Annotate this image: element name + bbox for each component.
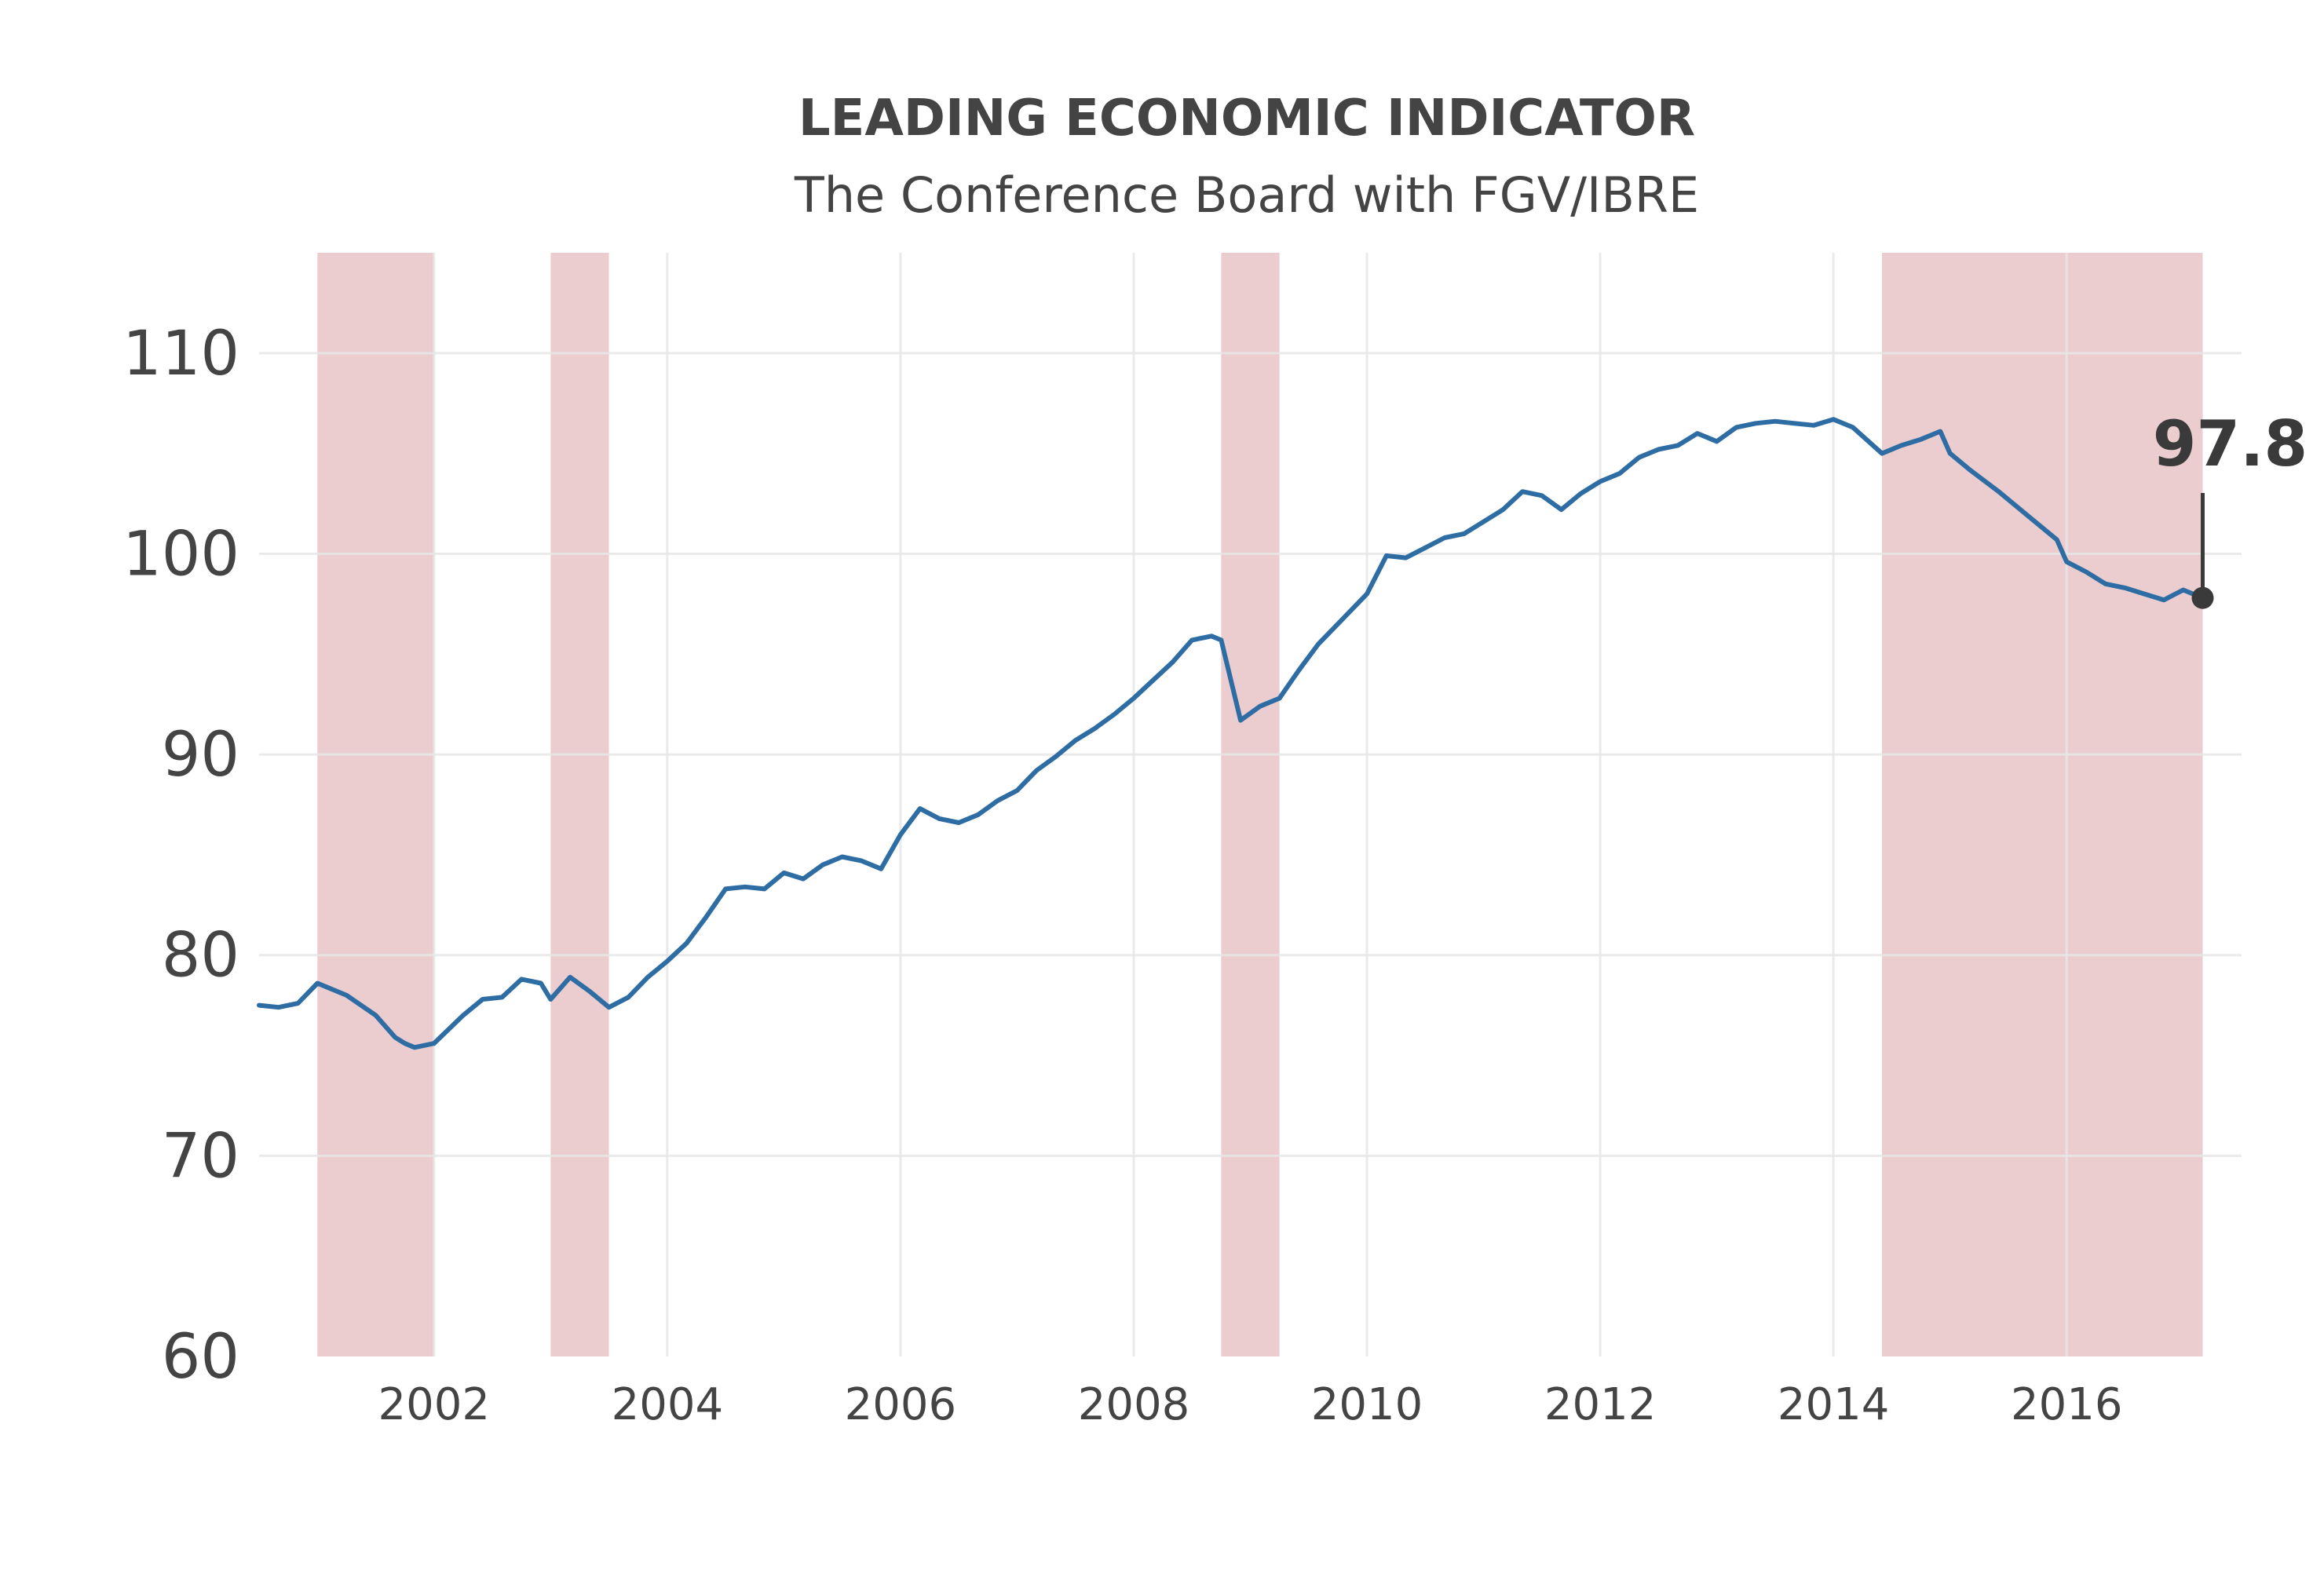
x-axis: 2002 2004 2006 2008 2010 2012 2014 2016	[378, 1379, 2123, 1430]
x-tick-label: 2004	[612, 1379, 724, 1430]
recession-band	[317, 253, 434, 1356]
y-tick-label: 100	[122, 519, 239, 590]
x-tick-label: 2010	[1311, 1379, 1423, 1430]
annotation-marker	[2191, 586, 2214, 609]
x-tick-label: 2014	[1778, 1379, 1890, 1430]
recession-bands	[317, 253, 2203, 1356]
gridlines	[259, 253, 2242, 1356]
x-tick-label: 2016	[2011, 1379, 2123, 1430]
annotation: 97.8	[2153, 407, 2308, 609]
y-tick-label: 110	[122, 319, 239, 389]
series-line	[257, 417, 2205, 1050]
chart-title: LEADING ECONOMIC INDICATOR	[798, 89, 1695, 148]
y-axis: 60 70 80 90 100 110	[122, 319, 239, 1393]
y-tick-label: 60	[162, 1322, 239, 1393]
chart-subtitle: The Conference Board with FGV/IBRE	[794, 166, 1699, 224]
x-tick-label: 2002	[378, 1379, 491, 1430]
series	[257, 417, 2205, 1050]
annotation-label: 97.8	[2153, 407, 2308, 480]
x-tick-label: 2012	[1544, 1379, 1657, 1430]
x-tick-label: 2006	[845, 1379, 957, 1430]
recession-band	[550, 253, 609, 1356]
y-tick-label: 90	[162, 720, 239, 790]
recession-band	[1882, 253, 2203, 1356]
y-tick-label: 70	[162, 1121, 239, 1192]
y-tick-label: 80	[162, 921, 239, 991]
recession-band	[1221, 253, 1280, 1356]
x-tick-label: 2008	[1078, 1379, 1190, 1430]
